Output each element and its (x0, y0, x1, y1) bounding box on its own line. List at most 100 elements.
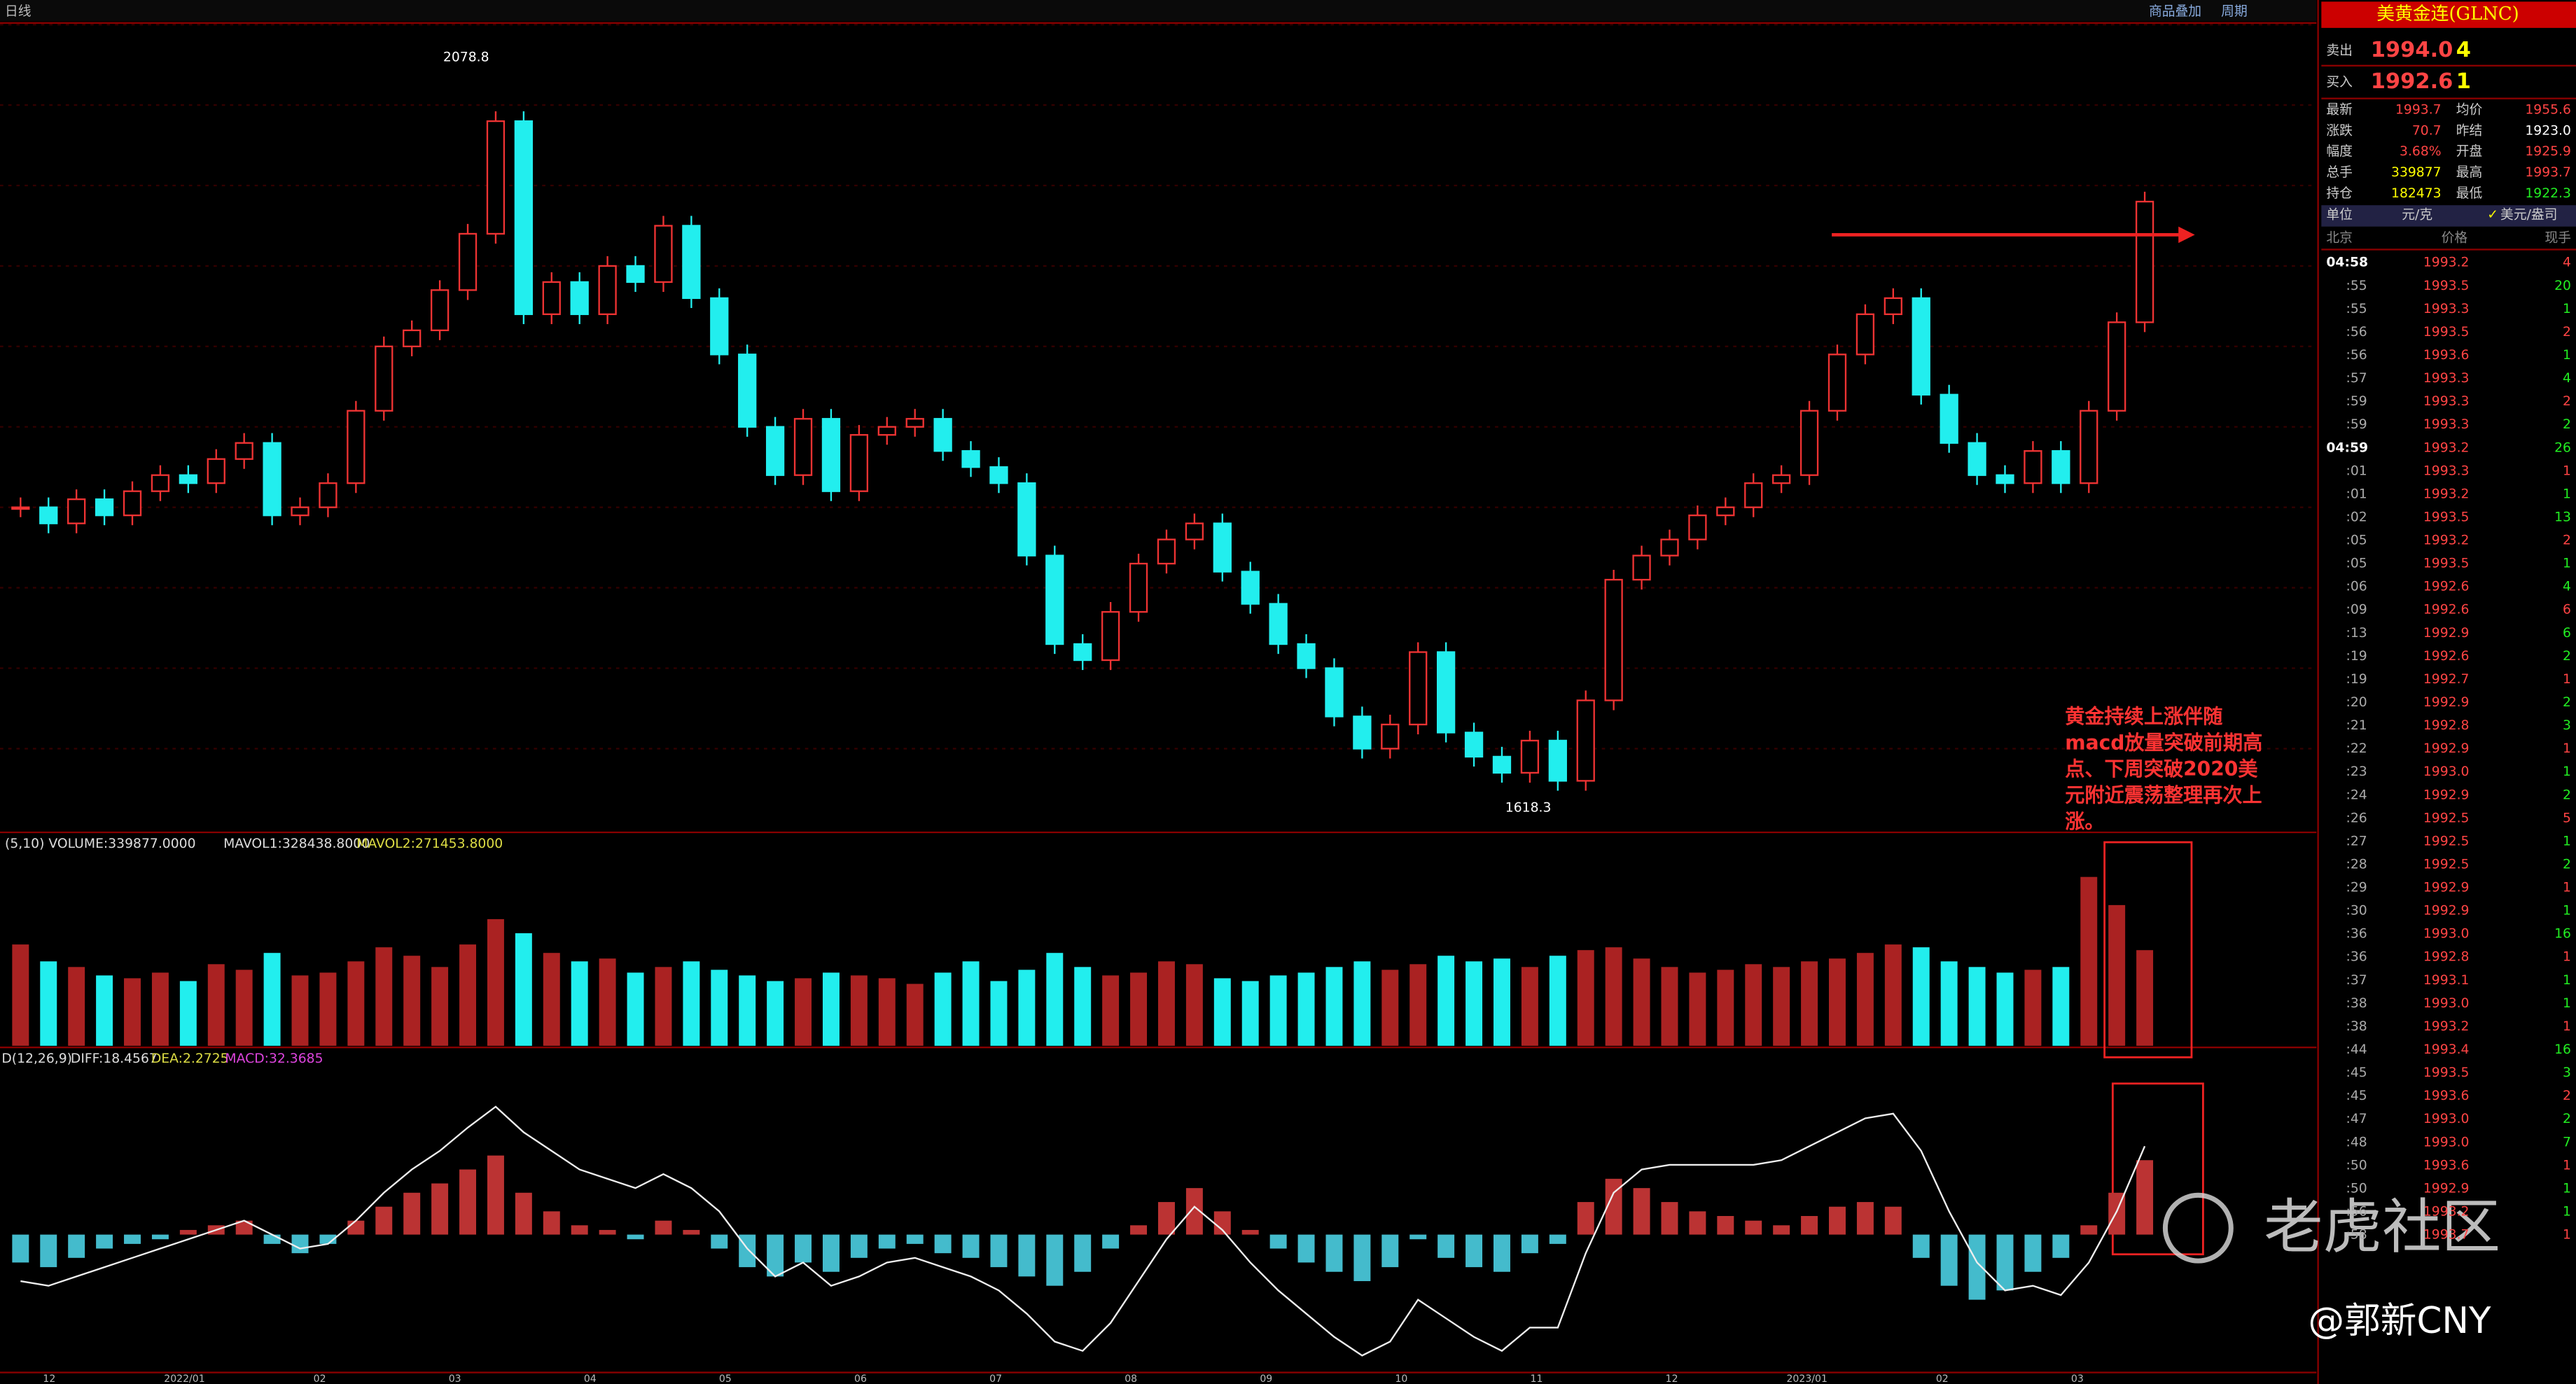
candle (1632, 554, 1651, 581)
stat: 1923.0 (2525, 123, 2571, 138)
x-tick-label: 07 (989, 1373, 1002, 1384)
volume-bar (515, 933, 532, 1046)
macd-bar (319, 1234, 337, 1244)
candle (1129, 562, 1148, 613)
trade-time: :50 (2346, 1158, 2367, 1173)
macd-bar (1577, 1202, 1594, 1235)
candle (933, 418, 952, 452)
volume-bar (1549, 956, 1566, 1046)
trade-qty: 2 (2563, 1112, 2571, 1126)
annotation-line: 元附近震荡整理再次上 (2065, 783, 2262, 806)
unit-bar (2321, 205, 2576, 227)
candle (403, 329, 422, 348)
trade-qty: 2 (2563, 857, 2571, 872)
stat: 最新 (2326, 102, 2353, 118)
volume-bar (767, 981, 784, 1046)
highlight-box (2103, 841, 2193, 1058)
watermark-brand: 老虎社区 (2264, 1193, 2500, 1261)
trade-time: :13 (2346, 626, 2367, 641)
macd-bar (1325, 1234, 1343, 1272)
candle (1716, 506, 1735, 517)
trade-time: :05 (2346, 557, 2367, 571)
volume-bar (1213, 978, 1231, 1046)
candle (1940, 393, 1958, 444)
overlay-button[interactable]: 商品叠加 (2149, 4, 2201, 19)
candle (682, 225, 701, 300)
candle (598, 265, 617, 316)
volume-bar (822, 972, 840, 1046)
candle (514, 120, 534, 316)
macd-bar (1102, 1234, 1120, 1249)
period-tab[interactable]: 日线 (5, 4, 32, 19)
volume-bar (1940, 961, 1958, 1046)
trade-qty: 1 (2563, 1158, 2571, 1173)
trade-qty: 1 (2563, 764, 2571, 779)
volume-bar (96, 975, 113, 1046)
macd-bar (291, 1234, 309, 1254)
volume-label: (5,10) VOLUME:339877.0000 (5, 837, 196, 851)
trade-price: 1993.3 (2423, 463, 2470, 478)
candle (793, 418, 813, 476)
volume-bar (12, 944, 29, 1046)
macd-bar (1856, 1202, 1874, 1235)
trade-qty: 4 (2563, 371, 2571, 386)
trade-qty: 4 (2563, 580, 2571, 594)
volume-bar (1018, 970, 1036, 1046)
stat: 涨跌 (2326, 123, 2353, 138)
stat: 总手 (2326, 165, 2353, 180)
macd-bar (1018, 1234, 1036, 1277)
trade-qty: 1 (2563, 996, 2571, 1011)
macd-bar (599, 1229, 616, 1235)
cycle-button[interactable]: 周期 (2221, 4, 2248, 19)
trade-qty: 1 (2563, 1019, 2571, 1034)
candle (1241, 571, 1260, 605)
candle (654, 225, 673, 284)
check: ✓ (2487, 208, 2498, 223)
macd-bar (40, 1234, 57, 1268)
candle (905, 418, 924, 428)
col-header: 北京 (2326, 230, 2353, 246)
volume-bar (1856, 953, 1874, 1046)
trade-price: 1992.5 (2423, 857, 2470, 872)
volume-bar (1297, 972, 1315, 1046)
x-tick-label: 10 (1395, 1373, 1407, 1384)
trade-time: 04:58 (2326, 256, 2368, 270)
trade-price: 1993.0 (2423, 764, 2470, 779)
trade-qty: 1 (2563, 463, 2571, 478)
trade-price: 1992.9 (2423, 695, 2470, 710)
trade-price: 1993.6 (2423, 348, 2470, 363)
trade-price: 1993.3 (2423, 371, 2470, 386)
stat: 3.68% (2400, 144, 2442, 159)
unit-option[interactable]: 美元/盎司 (2500, 207, 2557, 223)
macd-bar (2052, 1234, 2070, 1258)
volume-bar (207, 964, 225, 1046)
trade-qty: 1 (2563, 973, 2571, 988)
trade-time: :56 (2346, 348, 2367, 363)
trade-time: 04:59 (2326, 440, 2368, 455)
candle (542, 281, 561, 316)
candle (235, 442, 253, 460)
macd-bar (1633, 1188, 1650, 1235)
trade-qty: 2 (2563, 325, 2571, 340)
macd-bar (403, 1192, 421, 1235)
trade-price: 1992.9 (2423, 904, 2470, 918)
macd-bar (487, 1155, 504, 1235)
volume-bar (1465, 961, 1483, 1046)
trade-time: :38 (2346, 996, 2367, 1011)
trade-price: 1993.5 (2423, 510, 2470, 524)
trade-price: 1992.9 (2423, 741, 2470, 756)
trade-qty: 1 (2563, 487, 2571, 501)
candle (821, 418, 841, 492)
trade-qty: 6 (2563, 603, 2571, 617)
quote-panel: 最新 1993.7 均价 1955.6 涨跌 70.7 昨结 1923.0 幅度 3.68% 开盘 1… (2326, 102, 2571, 1243)
trade-qty: 5 (2563, 811, 2571, 825)
unit-label: 单位 (2326, 207, 2353, 223)
macd-bar (1773, 1225, 1790, 1235)
unit-option[interactable]: 元/克 (2402, 207, 2432, 223)
macd-bar (1494, 1234, 1510, 1272)
macd-bar (1745, 1220, 1762, 1235)
volume-bar (179, 981, 197, 1046)
stat: 均价 (2456, 102, 2483, 118)
macd-bar (2136, 1160, 2154, 1235)
candle (1799, 410, 1819, 476)
